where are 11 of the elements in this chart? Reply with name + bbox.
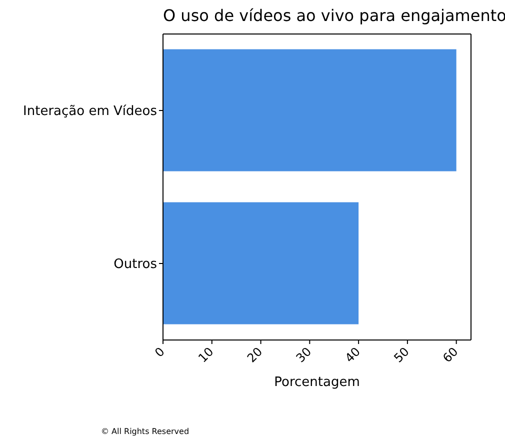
y-tick-label: Outros bbox=[114, 257, 158, 272]
text: © All Rights Reserved bbox=[101, 427, 190, 436]
x-tick-label: 0 bbox=[152, 344, 168, 360]
x-tick-label: 60 bbox=[440, 344, 461, 366]
x-tick-label: 20 bbox=[244, 344, 266, 366]
x-axis-title: Porcentagem bbox=[274, 375, 360, 390]
x-tick-label: 30 bbox=[293, 344, 314, 366]
x-tick-label: 10 bbox=[196, 344, 216, 366]
x-tick-label: 40 bbox=[342, 344, 363, 366]
x-tick-label: 50 bbox=[391, 344, 412, 366]
y-tick-label: Interação em Vídeos bbox=[23, 104, 158, 120]
